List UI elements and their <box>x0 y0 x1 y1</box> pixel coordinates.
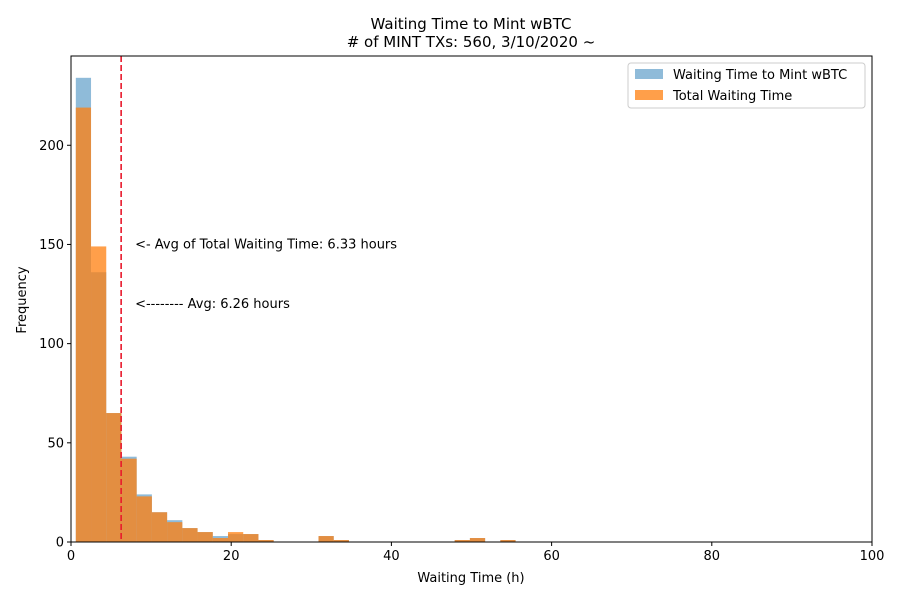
series-2-bar-13 <box>258 540 274 542</box>
x-tick-label-4: 60 <box>543 549 560 564</box>
chart-subtitle: # of MINT TXs: 560, 3/10/2020 ~ <box>347 33 596 51</box>
annotation-1: <- Avg of Total Waiting Time: 6.33 hours <box>135 237 397 252</box>
series-2-bar-1 <box>75 107 92 542</box>
series-2-bar-18 <box>500 540 516 542</box>
series-2-bar-5 <box>136 496 152 542</box>
x-tick-label-3: 40 <box>383 549 400 564</box>
y-tick-label-2: 50 <box>47 436 64 451</box>
series-2-bar-3 <box>106 413 122 542</box>
series-2-bar-14 <box>318 536 334 542</box>
legend-swatch-1 <box>635 69 663 79</box>
y-tick-label-4: 150 <box>39 238 64 253</box>
series-2-bar-7 <box>167 522 183 542</box>
series-2-bar-6 <box>151 512 168 542</box>
series-2-bar-2 <box>91 246 107 542</box>
y-tick-label-3: 100 <box>39 337 64 352</box>
legend-label-2: Total Waiting Time <box>672 89 792 104</box>
x-tick-label-2: 20 <box>223 549 240 564</box>
series-2-bars <box>75 107 516 542</box>
x-tick-label-1: 0 <box>67 549 75 564</box>
x-tick-label-6: 100 <box>860 549 885 564</box>
legend-label-1: Waiting Time to Mint wBTC <box>673 68 847 83</box>
annotations-layer: <- Avg of Total Waiting Time: 6.33 hours… <box>135 237 397 312</box>
series-2-bar-4 <box>121 458 137 542</box>
x-tick-label-5: 80 <box>704 549 721 564</box>
legend-swatch-2 <box>635 90 663 100</box>
chart-title: Waiting Time to Mint wBTC <box>371 15 572 33</box>
bars-layer <box>75 77 516 542</box>
series-2-bar-17 <box>469 538 486 542</box>
plot-frame <box>70 55 873 543</box>
x-axis-label: Waiting Time (h) <box>417 571 524 586</box>
series-2-bar-11 <box>228 532 244 542</box>
legend-box <box>627 62 866 109</box>
annotation-2: <-------- Avg: 6.26 hours <box>135 297 290 312</box>
series-2-bar-8 <box>182 528 198 542</box>
series-2-bar-9 <box>197 532 213 542</box>
legend: Waiting Time to Mint wBTC Total Waiting T… <box>627 62 866 109</box>
series-2-bar-15 <box>333 540 349 542</box>
y-axis-label: Frequency <box>15 266 30 333</box>
y-tick-label-5: 200 <box>39 139 64 154</box>
series-2-bar-16 <box>454 540 470 542</box>
series-2-bar-12 <box>243 534 259 542</box>
axes-layer: 0 20 40 60 80 100 0 50 100 150 200 <box>39 55 885 564</box>
series-2-bar-10 <box>212 538 228 542</box>
y-tick-label-1: 0 <box>56 536 64 551</box>
